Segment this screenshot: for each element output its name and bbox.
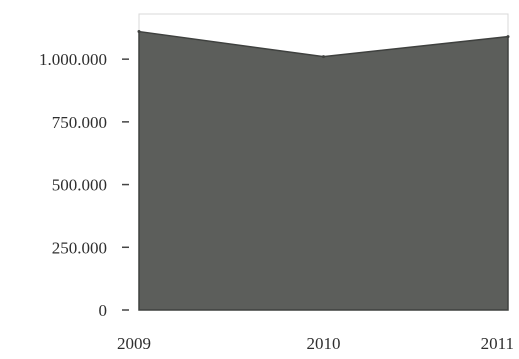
x-tick-label-2011: 2011 <box>481 334 514 353</box>
area-series-layer <box>137 30 510 311</box>
y-tick-label: 0 <box>99 301 108 320</box>
data-point-2009 <box>137 30 141 34</box>
y-tick-label: 250.000 <box>52 238 107 257</box>
data-point-2010 <box>322 55 325 59</box>
data-point-2011 <box>506 35 510 39</box>
area-series-0 <box>138 30 509 311</box>
y-tick-label: 1.000.000 <box>39 50 107 69</box>
x-tick-label-2009: 2009 <box>117 334 151 353</box>
y-tick-label: 750.000 <box>52 113 107 132</box>
x-axis: 2009 2010 2011 <box>117 334 514 353</box>
x-tick-label-2010: 2010 <box>307 334 341 353</box>
y-tick-label: 500.000 <box>52 176 107 195</box>
y-axis: 0 250.000 500.000 750.000 1.000.000 <box>39 50 129 320</box>
